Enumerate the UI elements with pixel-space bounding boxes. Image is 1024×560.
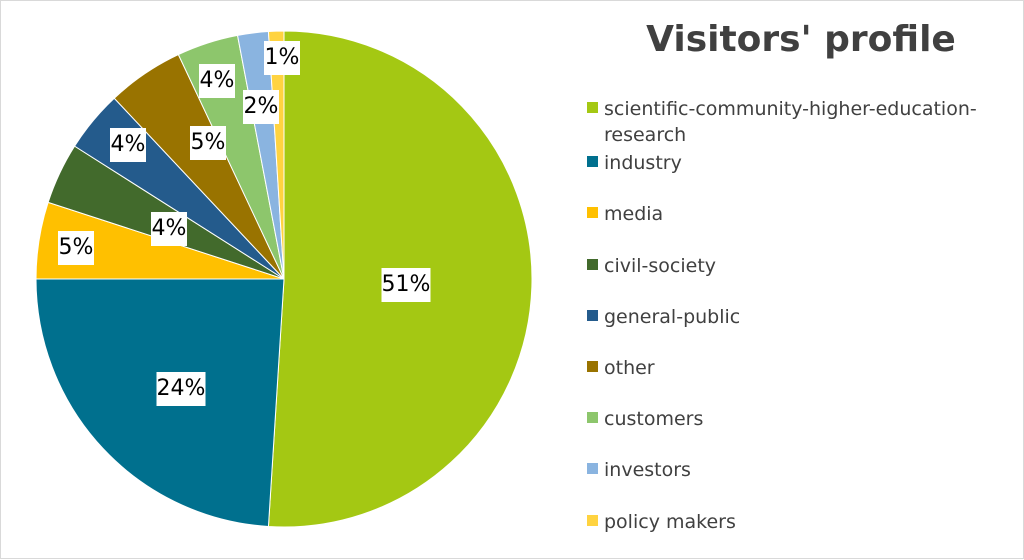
svg-text:4%: 4% [152,216,187,241]
slice-value-label-1: 51% [381,268,431,302]
svg-text:1%: 1% [265,45,300,70]
svg-text:4%: 4% [111,132,146,157]
slice-value-label-4: 4% [151,212,187,246]
legend-swatch [587,156,598,167]
svg-text:5%: 5% [191,130,226,155]
legend-item-5: general-public [587,304,1004,330]
svg-text:4%: 4% [200,68,235,93]
legend-label: general-public [604,306,741,328]
slice-value-label-5: 4% [110,128,146,162]
legend-label: industry [604,152,682,174]
legend-swatch [587,259,598,270]
svg-text:51%: 51% [382,272,431,297]
slice-value-label-7: 4% [199,64,235,98]
legend-item-2: industry [587,150,1004,176]
legend-item-3: media [587,201,1004,227]
legend-item-6: other [587,355,1004,381]
svg-text:2%: 2% [244,94,279,119]
legend-swatch [587,463,598,474]
legend-swatch [587,412,598,423]
pie-chart: 51% 24% 5% 4% 4% 5% 4% 2% 1% [35,30,533,528]
slice-value-label-8: 2% [243,90,279,124]
legend-item-4: civil-society [587,253,1004,279]
legend-label: media [604,203,664,225]
chart-title: Visitors' profile [646,19,956,60]
legend-label: civil-society [604,255,717,277]
svg-text:24%: 24% [157,376,206,401]
legend-swatch [587,102,598,113]
legend-item-8: investors [587,457,1004,483]
svg-text:5%: 5% [59,235,94,260]
legend-item-7: customers [587,406,1004,432]
legend-label: scientific-community-higher-education-re… [604,98,977,146]
slice-value-label-3: 5% [58,231,94,265]
legend-item-9: policy makers [587,509,1004,535]
legend-label: investors [604,459,691,481]
slice-value-label-6: 5% [190,126,226,160]
legend-label: customers [604,408,704,430]
legend-swatch [587,515,598,526]
legend-label: other [604,357,655,379]
legend-swatch [587,361,598,372]
slice-value-label-2: 24% [156,372,206,406]
legend-label: policy makers [604,511,736,533]
slice-value-label-9: 1% [264,41,300,75]
legend-item-1: scientific-community-higher-education-re… [587,96,1004,148]
legend-swatch [587,207,598,218]
legend-swatch [587,310,598,321]
